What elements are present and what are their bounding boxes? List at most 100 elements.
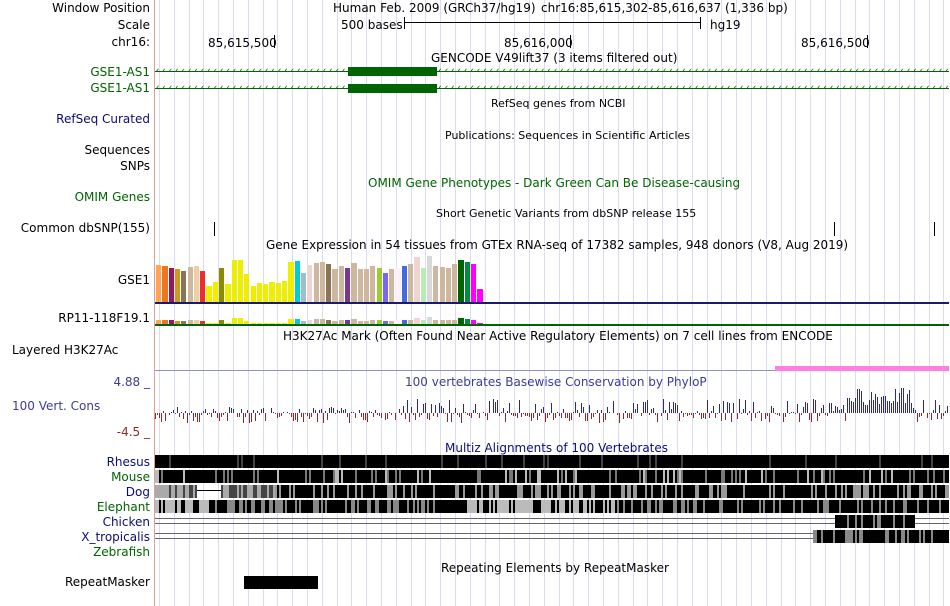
gtex-tissue-bar-small[interactable] [345,320,351,324]
gtex-tissue-bar[interactable] [162,266,168,302]
gtex-tissue-bar-small[interactable] [275,323,281,324]
gtex-tissue-bar[interactable] [351,263,357,302]
gtex-tissue-bar-small[interactable] [433,320,439,324]
gtex-tissue-bar-small[interactable] [174,321,181,324]
gtex-tissue-bar-small[interactable] [426,317,433,324]
publications-sequences-label[interactable]: Sequences [84,143,150,157]
multiz-species-rhesus[interactable]: Rhesus [106,455,150,469]
gtex-tissue-bar[interactable] [471,264,477,302]
gtex-tissue-bar[interactable] [445,268,452,302]
gtex-tissue-bar[interactable] [250,286,256,302]
gtex-tissue-bar[interactable] [307,265,313,302]
gtex-tissue-bar[interactable] [477,289,483,302]
gtex-tissue-bar-small[interactable] [363,321,370,324]
gtex-tissue-bar-small[interactable] [420,320,426,324]
gtex-tissue-bar[interactable] [168,268,174,302]
gtex-tissue-bar[interactable] [357,269,363,302]
gtex-gene-label-rp11[interactable]: RP11-118F19.1 [58,311,150,325]
snp-mark[interactable] [214,222,215,236]
gtex-tissue-bar[interactable] [275,283,281,302]
multiz-species-zebrafish[interactable]: Zebrafish [93,545,150,559]
gtex-tissue-bar[interactable] [300,273,307,302]
gtex-tissue-bar-small[interactable] [263,323,269,324]
gtex-tissue-bar[interactable] [408,264,414,302]
gtex-tissue-bar-small[interactable] [376,320,382,324]
gtex-tissue-bar[interactable] [395,268,401,302]
gtex-tissue-bar[interactable] [319,262,326,302]
multiz-species-elephant[interactable]: Elephant [96,500,150,514]
gtex-tissue-bar[interactable] [219,268,225,302]
gtex-tissue-bar[interactable] [225,284,231,302]
track-image[interactable]: Human Feb. 2009 (GRCh37/hg19) chr16:85,6… [155,0,950,606]
gtex-tissue-bar-small[interactable] [269,323,275,324]
gtex-tissue-bar-small[interactable] [382,321,389,324]
gtex-tissue-bar-small[interactable] [477,323,483,324]
publications-snps-label[interactable]: SNPs [120,159,150,173]
gtex-tissue-bar-small[interactable] [395,320,401,324]
gtex-tissue-bar-small[interactable] [250,323,256,324]
gtex-tissue-bar-small[interactable] [319,319,326,324]
gtex-tissue-bar[interactable] [401,266,407,302]
gtex-barchart-small[interactable] [155,314,949,324]
gtex-tissue-bar-small[interactable] [351,319,357,324]
cons-track-label[interactable]: 100 Vert. Cons [12,399,101,413]
gtex-tissue-bar[interactable] [174,269,181,302]
gtex-tissue-bar[interactable] [332,269,338,302]
gtex-tissue-bar[interactable] [156,265,162,302]
gtex-tissue-bar-small[interactable] [256,323,263,324]
gtex-tissue-bar[interactable] [269,282,275,302]
gtex-tissue-bar-small[interactable] [219,320,225,324]
gtex-tissue-bar[interactable] [244,274,250,302]
gtex-tissue-bar[interactable] [338,266,344,302]
gtex-tissue-bar-small[interactable] [464,319,470,324]
gtex-tissue-bar-small[interactable] [237,318,244,324]
gtex-tissue-bar[interactable] [193,266,200,302]
gtex-tissue-bar[interactable] [420,268,426,302]
gtex-tissue-bar-small[interactable] [187,320,193,324]
gtex-tissue-bar[interactable] [414,257,420,302]
gtex-tissue-bar[interactable] [212,282,218,302]
gtex-tissue-bar-small[interactable] [162,320,168,324]
gtex-gene-label-gse1[interactable]: GSE1 [117,273,150,287]
gtex-tissue-bar-small[interactable] [389,321,395,324]
gtex-tissue-bar-small[interactable] [168,320,174,324]
multiz-species-dog[interactable]: Dog [125,485,150,499]
gtex-tissue-bar[interactable] [452,264,458,302]
h3k27ac-peak[interactable] [775,366,949,371]
gtex-tissue-bar-small[interactable] [231,318,237,324]
gtex-tissue-bar-small[interactable] [206,323,212,324]
repeat-element[interactable] [244,576,318,589]
omim-track-label[interactable]: OMIM Genes [74,190,150,204]
gtex-tissue-bar[interactable] [294,261,300,302]
multiz-alignment[interactable] [155,455,949,560]
gencode-item-label[interactable]: GSE1-AS1 [90,81,150,95]
gtex-tissue-bar[interactable] [370,266,376,302]
gtex-tissue-bar-small[interactable] [326,320,332,324]
gtex-tissue-bar[interactable] [382,273,389,302]
gtex-tissue-bar[interactable] [187,267,193,302]
gtex-tissue-bar-small[interactable] [445,320,452,324]
h3k27ac-signal[interactable] [155,370,949,371]
gtex-tissue-bar[interactable] [231,260,237,302]
gtex-tissue-bar-small[interactable] [357,321,363,324]
gtex-tissue-bar[interactable] [326,264,332,302]
gtex-tissue-bar[interactable] [200,271,206,302]
gtex-barchart[interactable] [155,255,949,302]
gtex-tissue-bar-small[interactable] [471,320,477,324]
gtex-tissue-bar[interactable] [282,281,288,302]
gtex-tissue-bar-small[interactable] [458,318,464,324]
gtex-tissue-bar[interactable] [439,267,445,302]
gtex-tissue-bar-small[interactable] [414,318,420,324]
gtex-tissue-bar-small[interactable] [307,320,313,324]
gtex-tissue-bar[interactable] [313,263,319,302]
gtex-tissue-bar-small[interactable] [313,319,319,324]
gtex-tissue-bar-small[interactable] [439,320,445,324]
repeatmasker-track-label[interactable]: RepeatMasker [64,575,150,589]
gencode-item-label[interactable]: GSE1-AS1 [90,65,150,79]
gtex-tissue-bar-small[interactable] [370,320,376,324]
gtex-tissue-bar[interactable] [376,268,382,302]
gtex-tissue-bar-small[interactable] [193,320,200,324]
h3k27ac-track-label[interactable]: Layered H3K27Ac [12,343,119,357]
gtex-tissue-bar-small[interactable] [282,323,288,324]
gtex-tissue-bar[interactable] [181,271,187,302]
